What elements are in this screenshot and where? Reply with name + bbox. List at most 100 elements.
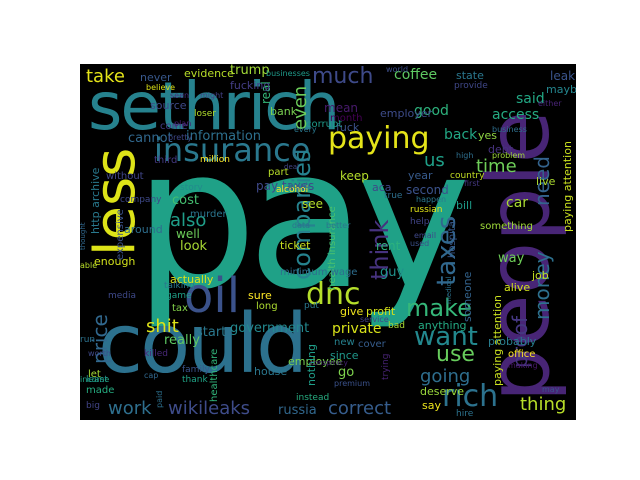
- word-problem: problem: [492, 151, 526, 160]
- word-without: without: [106, 171, 144, 182]
- word-least: least: [86, 375, 108, 385]
- word-also: also: [170, 210, 207, 231]
- word-fuck: fuck: [336, 121, 360, 134]
- word-coffee: coffee: [394, 67, 438, 83]
- word-cloud: pay people could sethrich less oil insur…: [80, 64, 576, 420]
- word-month: month: [330, 113, 363, 124]
- word-making: making: [508, 361, 538, 370]
- word-provide: provide: [454, 81, 488, 91]
- word-sure: sure: [248, 289, 272, 302]
- word-going: going: [420, 366, 471, 387]
- word-job: job: [532, 269, 549, 282]
- word-want: want: [414, 322, 478, 352]
- word-cap: cap: [144, 371, 159, 380]
- word-sethrich: sethrich: [88, 68, 340, 145]
- word-thought: thought: [80, 222, 87, 250]
- word-rich: rich: [442, 379, 499, 414]
- word-worth: worth: [88, 349, 111, 358]
- word-anything: anything: [418, 319, 467, 332]
- word-profit: profit: [366, 305, 396, 318]
- word-million: million: [200, 155, 230, 165]
- word-give: give: [340, 305, 364, 318]
- word-dnc: dnc: [306, 277, 361, 312]
- word-help: help: [410, 217, 430, 227]
- word-ticket: ticket: [280, 239, 311, 252]
- word-shit: shit: [146, 316, 179, 337]
- word-better: better: [326, 221, 351, 230]
- word-healthcare: healthcare: [209, 348, 220, 402]
- word-much: much: [312, 64, 374, 89]
- word-new: new: [334, 337, 355, 348]
- word-country: country: [450, 171, 485, 181]
- word-hospital: hospital: [447, 218, 458, 258]
- word-car: car: [506, 195, 529, 211]
- word-every: every: [294, 125, 317, 134]
- word-leak: leak: [550, 69, 576, 83]
- word-able: able: [80, 261, 98, 270]
- word-corrupt: corrupt: [306, 119, 343, 130]
- word-email: email: [414, 231, 437, 240]
- word-businesses: businesses: [266, 69, 310, 78]
- word-might: might: [200, 91, 224, 100]
- word-may: may: [542, 385, 560, 394]
- word-http-archive: http archive: [89, 167, 102, 234]
- word-since: since: [330, 349, 359, 362]
- word-use: use: [436, 342, 475, 367]
- word-rent: rent: [376, 239, 401, 253]
- word-say: say: [422, 399, 441, 412]
- word-fucking: fucking: [230, 79, 271, 92]
- word-game: game: [166, 291, 192, 301]
- word-live: live: [536, 175, 556, 188]
- word-trying: trying: [381, 353, 391, 380]
- word-come: come: [160, 121, 188, 132]
- word-pretty: pretty: [168, 133, 193, 142]
- word-cost: cost: [172, 193, 199, 208]
- word-something: something: [480, 221, 533, 232]
- word-hire: hire: [456, 409, 474, 419]
- word-alive: alive: [504, 281, 531, 294]
- word-go: go: [338, 365, 355, 380]
- word-loser: loser: [194, 109, 216, 119]
- word-evidence: evidence: [184, 67, 234, 80]
- word-government: government: [230, 321, 310, 336]
- word-really: really: [164, 333, 200, 348]
- word-deserve: deserve: [420, 385, 465, 398]
- word-used: used: [410, 239, 430, 248]
- word-thank: thank: [182, 375, 208, 385]
- word-company: company: [120, 195, 162, 205]
- word-bad: bad: [388, 321, 405, 331]
- word-bank: bank: [270, 105, 298, 118]
- word-instead: instead: [296, 393, 330, 403]
- word-medical: medical: [445, 276, 453, 304]
- word-russia: russia: [278, 403, 317, 418]
- word-high: high: [456, 151, 474, 160]
- word-true: true: [384, 191, 403, 201]
- word-actually: actually: [170, 273, 214, 286]
- word-wikileaks: wikileaks: [168, 398, 251, 419]
- word-pay-taxes: pay taxes: [256, 179, 315, 193]
- word-cover: cover: [358, 339, 386, 350]
- word-year: year: [408, 169, 433, 182]
- word-employer: employer: [380, 107, 433, 120]
- word-correct: correct: [328, 398, 392, 419]
- word-bill: bill: [456, 199, 473, 212]
- word-state: state: [456, 69, 484, 82]
- word-run: run: [80, 335, 96, 345]
- word-money: money: [530, 251, 554, 320]
- word-well: well: [176, 227, 200, 241]
- word-long: long: [256, 301, 278, 312]
- word-plan: plan: [174, 119, 192, 128]
- word-murder: murder: [190, 209, 227, 220]
- word-oil: oil: [184, 268, 241, 324]
- word-world: world: [386, 65, 409, 74]
- word-could: could: [98, 297, 308, 392]
- word-believe: believe: [146, 83, 176, 92]
- word-make: make: [406, 294, 472, 322]
- word-probably: probably: [488, 335, 537, 348]
- word-killed: killed: [144, 349, 168, 359]
- word-information: information: [186, 129, 262, 144]
- word-family: family: [182, 365, 210, 375]
- word-service: service: [360, 315, 389, 324]
- word-alcohol: alcohol: [276, 185, 309, 195]
- word-second: second: [406, 183, 449, 197]
